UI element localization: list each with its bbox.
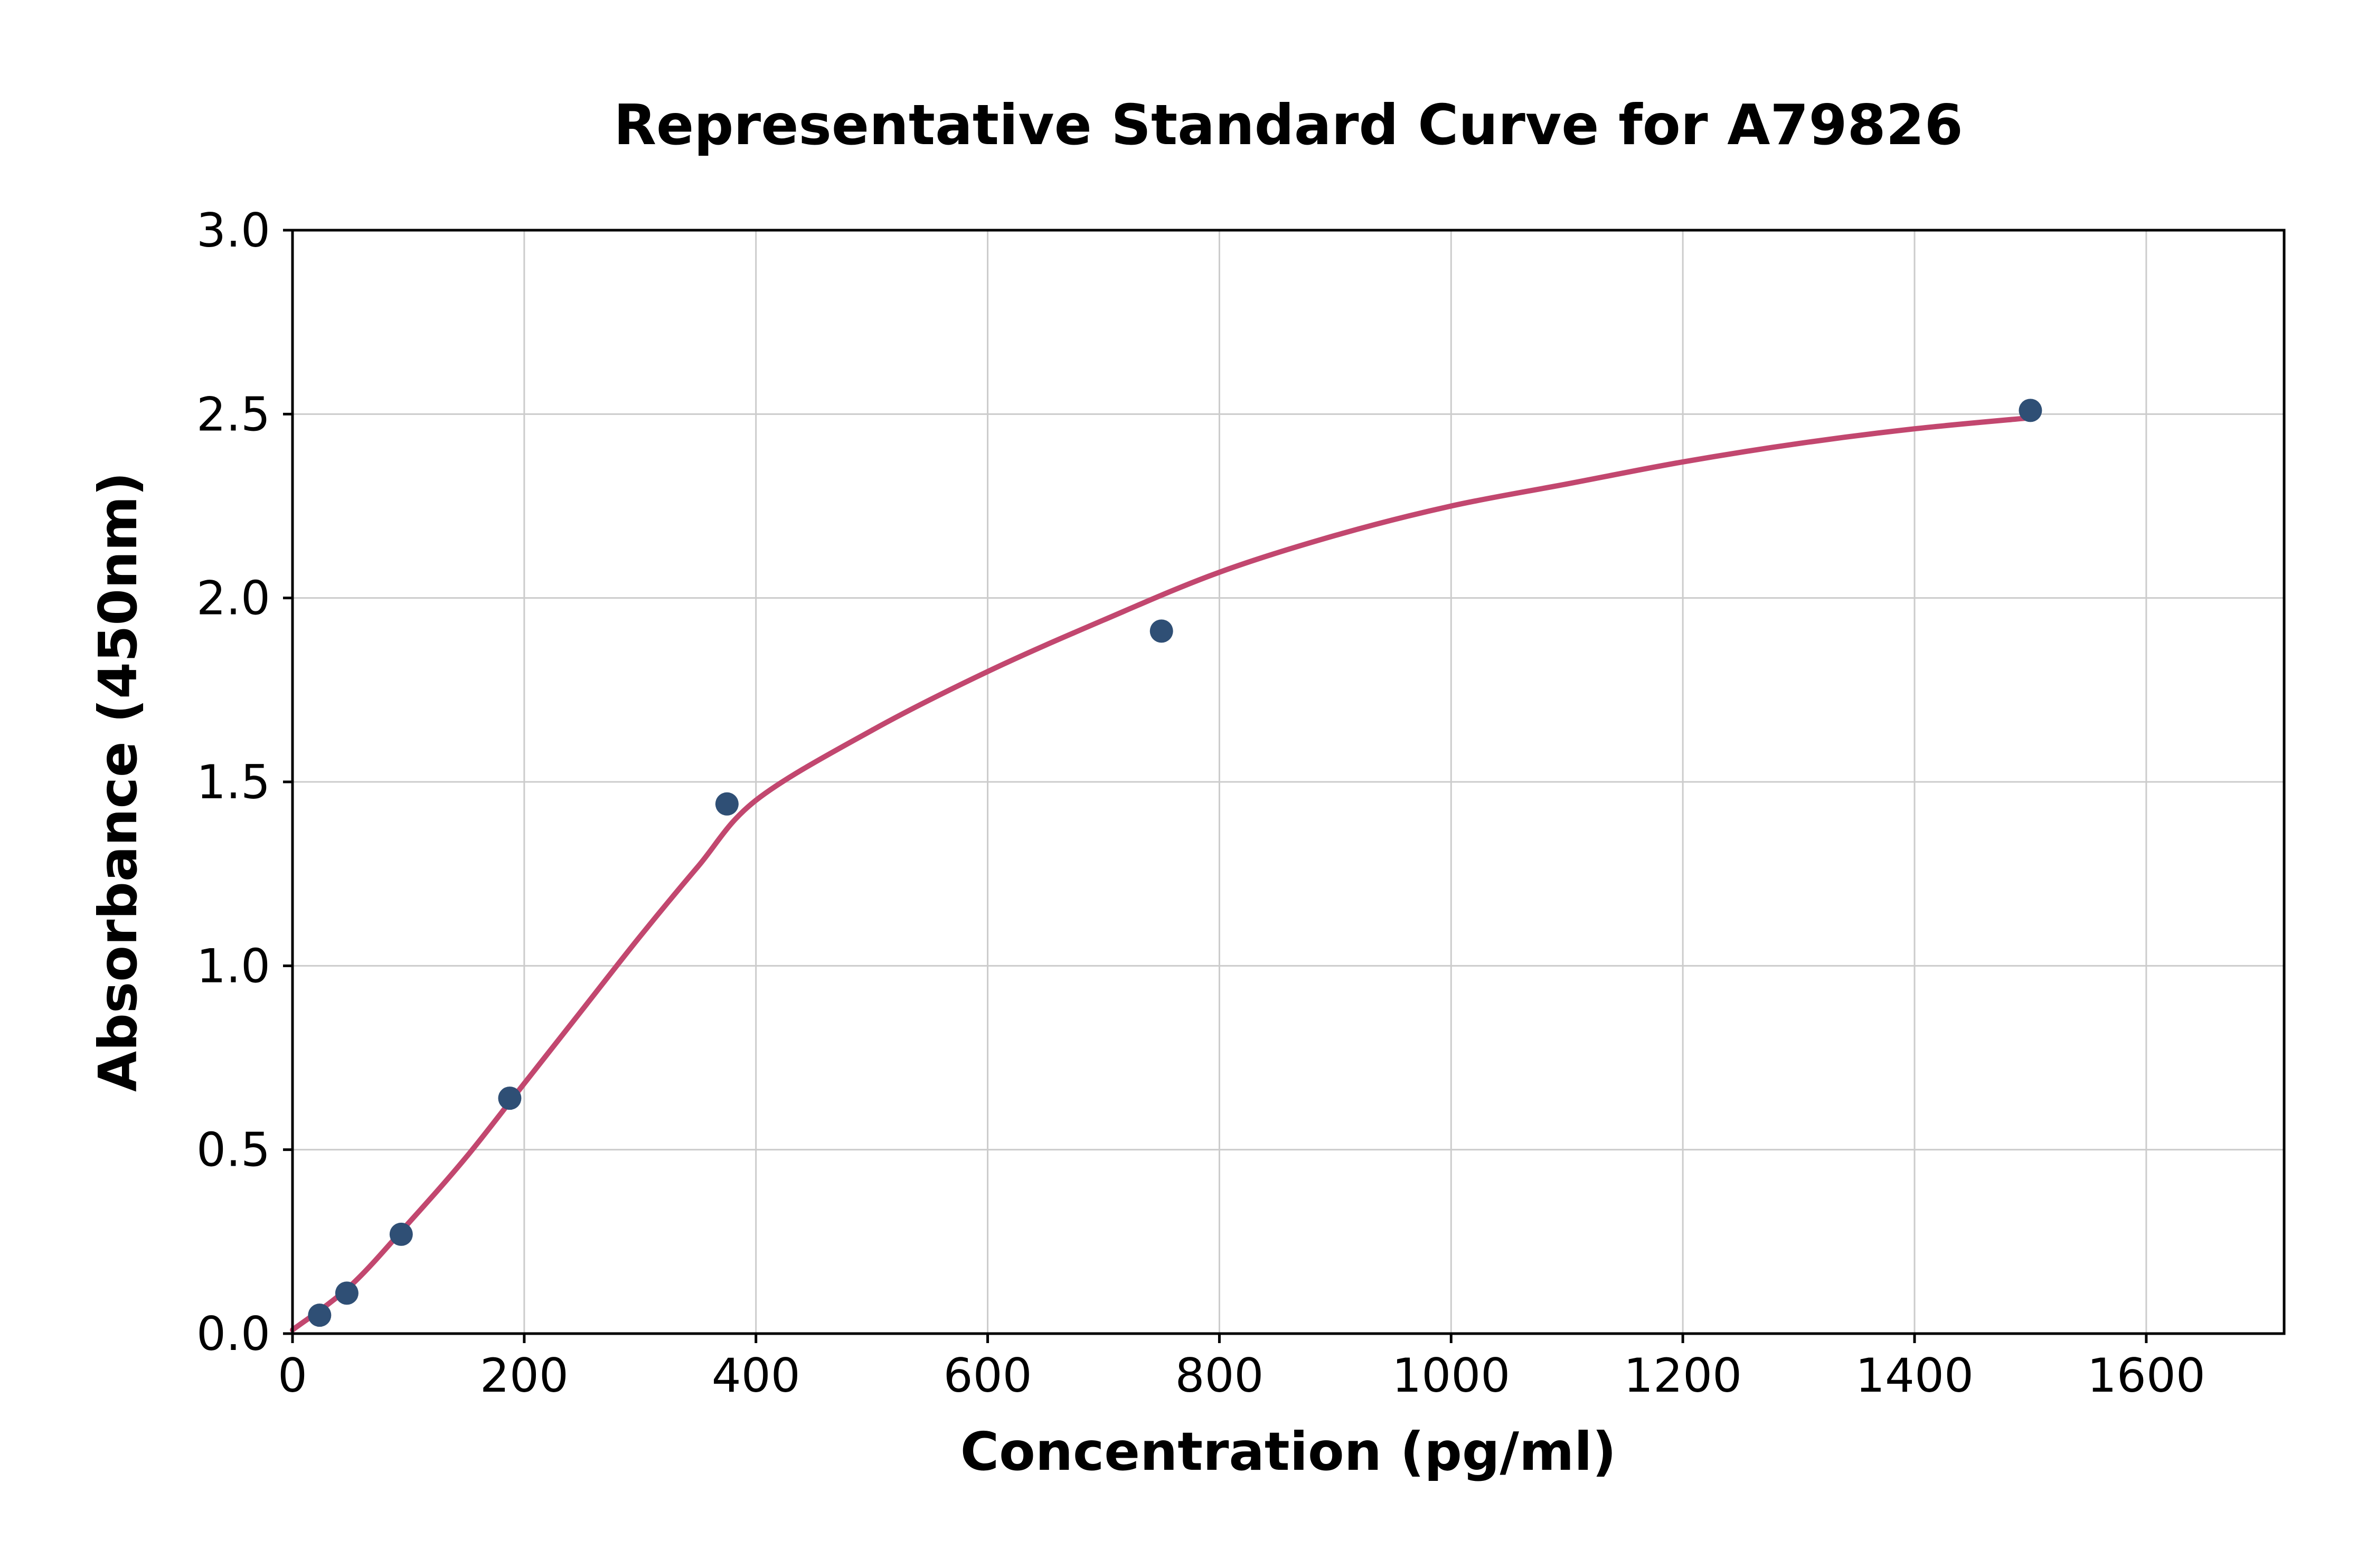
y-tick-label: 3.0 xyxy=(196,203,270,258)
x-axis-label: Concentration (pg/ml) xyxy=(960,1421,1617,1482)
data-point xyxy=(389,1222,413,1246)
data-point xyxy=(1149,619,1173,643)
x-tick-label: 0 xyxy=(278,1348,307,1403)
y-tick-label: 0.0 xyxy=(196,1307,270,1361)
x-tick-label: 1000 xyxy=(1392,1348,1510,1403)
data-point xyxy=(2019,399,2042,422)
x-tick-label: 1600 xyxy=(2087,1348,2205,1403)
x-tick-label: 600 xyxy=(944,1348,1032,1403)
x-tick-label: 1200 xyxy=(1624,1348,1742,1403)
y-tick-label: 0.5 xyxy=(196,1123,270,1177)
x-tick-label: 200 xyxy=(480,1348,569,1403)
chart-title: Representative Standard Curve for A79826 xyxy=(614,93,1963,157)
y-tick-label: 1.5 xyxy=(196,755,270,809)
fit-curve xyxy=(290,415,2033,1333)
x-tick-label: 400 xyxy=(712,1348,800,1403)
y-tick-label: 2.5 xyxy=(196,387,270,441)
data-point xyxy=(715,792,739,816)
y-tick-label: 2.0 xyxy=(196,571,270,626)
data-point xyxy=(498,1087,522,1110)
data-point xyxy=(308,1303,332,1327)
x-tick-label: 800 xyxy=(1175,1348,1264,1403)
y-tick-label: 1.0 xyxy=(196,939,270,993)
data-point xyxy=(335,1281,359,1305)
x-tick-label: 1400 xyxy=(1855,1348,1974,1403)
